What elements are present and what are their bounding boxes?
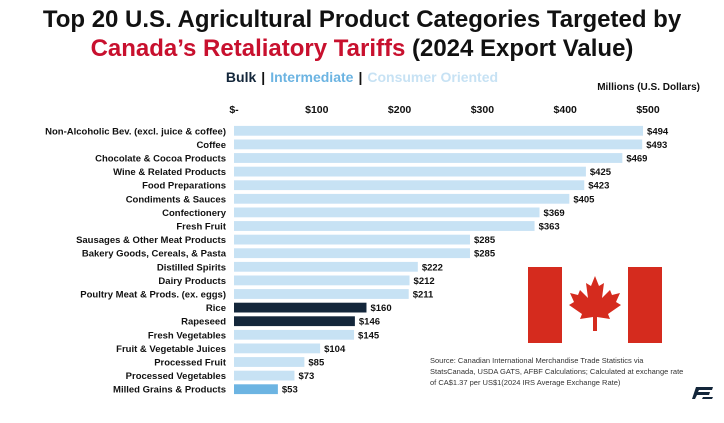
x-tick-label: $-	[229, 104, 239, 116]
category-label: Rice	[206, 303, 226, 314]
bar	[234, 153, 623, 163]
bar	[234, 316, 355, 327]
legend-item-intermediate: Intermediate	[270, 69, 354, 85]
data-label: $405	[573, 194, 595, 205]
bar	[234, 275, 410, 286]
category-label: Rapeseed	[181, 317, 226, 328]
data-label: $104	[324, 344, 346, 355]
bar	[234, 234, 470, 245]
legend-item-bulk: Bulk	[225, 69, 257, 85]
data-label: $425	[590, 167, 612, 178]
source-note: Source: Canadian International Merchandi…	[430, 356, 684, 387]
category-label: Milled Grains & Products	[113, 385, 226, 396]
data-label: $363	[539, 222, 560, 233]
x-tick-label: $400	[554, 104, 578, 116]
chart-title-suffix: (2024 Export Value)	[405, 35, 634, 62]
data-label: $146	[359, 317, 380, 328]
legend-separator: |	[358, 69, 363, 85]
bar	[234, 193, 570, 204]
category-label: Sausages & Other Meat Products	[76, 235, 226, 246]
bar	[234, 370, 295, 381]
data-label: $423	[588, 181, 609, 192]
category-label: Confectionery	[162, 208, 227, 219]
data-label: $222	[422, 262, 443, 273]
category-label: Food Preparations	[142, 181, 226, 192]
category-label: Fruit & Vegetable Juices	[116, 344, 226, 355]
chart-title-line2: Canada’s Retaliatory Tariffs (2024 Expor…	[0, 35, 724, 63]
farm-bureau-logo-icon	[692, 387, 713, 399]
category-label: Condiments & Sauces	[126, 194, 226, 205]
x-tick-label: $200	[388, 104, 412, 116]
maple-leaf-icon	[569, 276, 621, 331]
category-label: Poultry Meat & Prods. (ex. eggs)	[80, 290, 226, 301]
category-label: Processed Vegetables	[126, 371, 226, 382]
data-label: $469	[626, 154, 647, 165]
data-label: $369	[544, 208, 565, 219]
legend: Bulk | Intermediate | Consumer Oriented	[0, 68, 724, 86]
legend-item-consumer: Consumer Oriented	[367, 69, 499, 85]
data-label: $85	[308, 358, 325, 369]
data-label: $285	[474, 235, 496, 246]
category-label: Non-Alcoholic Bev. (excl. juice & coffee…	[45, 126, 226, 137]
bar	[234, 125, 644, 136]
data-label: $160	[370, 303, 391, 314]
category-label: Bakery Goods, Cereals, & Pasta	[82, 249, 227, 260]
bar	[234, 139, 643, 150]
category-label: Fresh Vegetables	[148, 330, 226, 341]
bar	[234, 248, 470, 259]
data-label: $212	[414, 276, 435, 287]
legend-separator: |	[261, 69, 266, 85]
units-label: Millions (U.S. Dollars)	[597, 82, 700, 93]
data-label: $73	[298, 371, 314, 382]
bar	[234, 207, 540, 218]
bar	[234, 357, 305, 367]
x-tick-label: $100	[305, 104, 329, 116]
x-tick-label: $500	[636, 104, 660, 116]
bar	[234, 384, 278, 395]
category-label: Distilled Spirits	[157, 262, 226, 273]
category-label: Coffee	[196, 140, 226, 151]
category-label: Dairy Products	[158, 276, 226, 287]
bar	[234, 166, 586, 177]
bar	[234, 289, 409, 299]
category-label: Wine & Related Products	[113, 167, 226, 178]
chart-title-line1: Top 20 U.S. Agricultural Product Categor…	[42, 6, 682, 33]
bar	[234, 343, 321, 354]
category-label: Processed Fruit	[154, 358, 227, 369]
category-label: Chocolate & Cocoa Products	[95, 154, 226, 165]
data-label: $493	[646, 140, 667, 151]
data-label: $494	[647, 126, 669, 137]
x-tick-label: $300	[471, 104, 495, 116]
category-label: Fresh Fruit	[176, 222, 226, 233]
bar	[234, 302, 367, 313]
data-label: $285	[474, 249, 496, 260]
data-label: $145	[358, 330, 380, 341]
canada-flag-icon	[528, 267, 662, 343]
bar	[234, 261, 418, 272]
data-label: $211	[413, 290, 434, 301]
bar	[234, 221, 535, 231]
bar	[234, 180, 585, 191]
data-label: $53	[282, 385, 298, 396]
bar	[234, 329, 355, 340]
chart-title-highlight: Canada’s Retaliatory Tariffs	[90, 35, 406, 62]
